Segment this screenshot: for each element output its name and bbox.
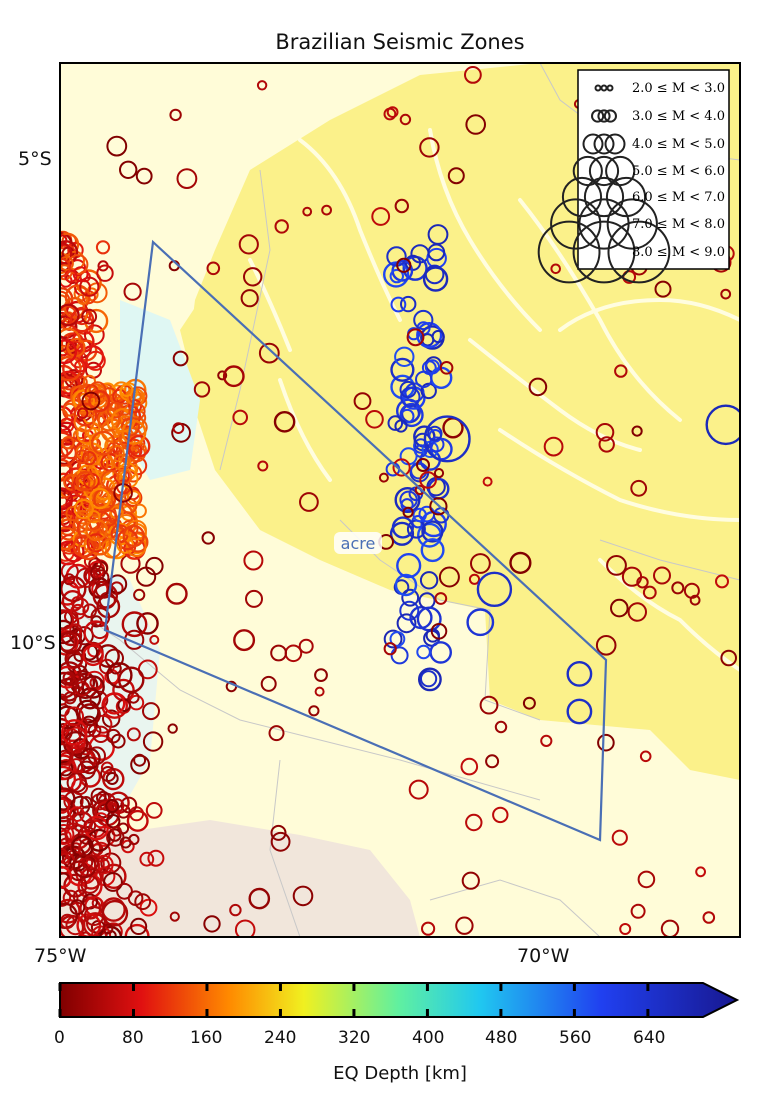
legend-entry-2: 3.0 ≤ M < 4.0 bbox=[632, 109, 725, 124]
lat-label-5s: 5°S bbox=[18, 148, 52, 170]
lat-label-10s: 10°S bbox=[10, 632, 56, 654]
legend-entry-3: 4.0 ≤ M < 5.0 bbox=[632, 137, 725, 152]
colorbar-tick-label: 640 bbox=[633, 1028, 665, 1048]
legend-entry-1: 2.0 ≤ M < 3.0 bbox=[632, 81, 725, 96]
colorbar-tick-label: 400 bbox=[412, 1028, 444, 1048]
colorbar-tick-label: 160 bbox=[190, 1028, 222, 1048]
colorbar bbox=[60, 983, 737, 1017]
colorbar-tick-label: 240 bbox=[264, 1028, 296, 1048]
colorbar-tick-label: 480 bbox=[485, 1028, 517, 1048]
legend-entry-5: 6.0 ≤ M < 7.0 bbox=[632, 190, 725, 205]
legend-entry-6: 7.0 ≤ M < 8.0 bbox=[632, 217, 725, 232]
colorbar-tick-label: 0 bbox=[54, 1028, 65, 1048]
zone-label: acre bbox=[341, 534, 376, 553]
colorbar-title: EQ Depth [km] bbox=[0, 1063, 766, 1084]
lon-label-70w: 70°W bbox=[517, 945, 569, 967]
colorbar-tick-label: 320 bbox=[338, 1028, 370, 1048]
legend-entry-4: 5.0 ≤ M < 6.0 bbox=[632, 164, 725, 179]
zone-label-group: acre bbox=[334, 532, 382, 554]
lon-label-75w: 75°W bbox=[34, 945, 86, 967]
colorbar-tick-label: 80 bbox=[122, 1028, 144, 1048]
colorbar-gradient bbox=[60, 983, 737, 1017]
legend-entry-7: 8.0 ≤ M < 9.0 bbox=[632, 245, 725, 260]
colorbar-tick-label: 560 bbox=[559, 1028, 591, 1048]
